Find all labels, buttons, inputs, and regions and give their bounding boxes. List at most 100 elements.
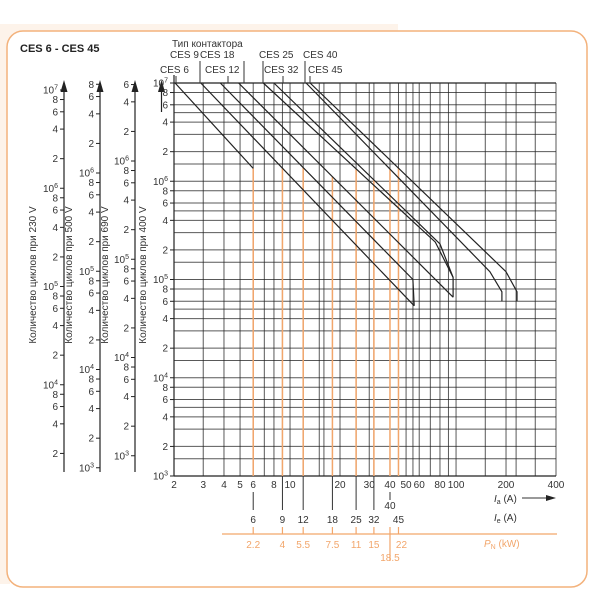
y-tick-label: 6 bbox=[88, 289, 94, 300]
y-tick-label: 2 bbox=[52, 252, 58, 263]
ie-label: 40 bbox=[384, 501, 396, 512]
y-tick-exp: 6 bbox=[164, 176, 168, 183]
x-axis-label-pn: PN (kW) bbox=[484, 539, 520, 551]
series-line-ces-18 bbox=[238, 82, 454, 298]
pn-label: 4 bbox=[280, 540, 286, 551]
pn-label: 7.5 bbox=[325, 540, 339, 551]
y-tick-label: 8 bbox=[123, 363, 129, 374]
y-tick-label: 6 bbox=[52, 107, 58, 118]
series-line-ces-40 bbox=[305, 82, 503, 302]
ie-label: 9 bbox=[280, 515, 286, 526]
y-tick-base: 10 bbox=[114, 451, 126, 462]
y-tick-label: 2 bbox=[162, 442, 168, 453]
y-tick-label: 8 bbox=[162, 285, 168, 296]
y-tick-label: 106 bbox=[43, 183, 58, 195]
y-axis-label: Количество циклов при 500 V bbox=[64, 206, 75, 344]
x-axis-label-ie-sub: e bbox=[497, 518, 501, 525]
y-tick-base: 10 bbox=[79, 267, 91, 278]
y-tick-label: 105 bbox=[153, 274, 168, 286]
y-tick-label: 2 bbox=[88, 237, 94, 248]
y-tick-label: 2 bbox=[52, 154, 58, 165]
series-line-ces-25 bbox=[262, 82, 454, 298]
y-axis-label: Количество циклов при 400 V bbox=[138, 206, 149, 344]
y-tick-label: 2 bbox=[52, 351, 58, 362]
x-tick-label: 5 bbox=[237, 480, 243, 491]
x-tick-label: 20 bbox=[334, 480, 346, 491]
y-tick-label: 8 bbox=[52, 95, 58, 106]
y-tick-base: 10 bbox=[114, 353, 126, 364]
y-tick-label: 103 bbox=[79, 462, 94, 474]
y-tick-base: 10 bbox=[43, 282, 55, 293]
y-tick-label: 6 bbox=[88, 387, 94, 398]
x-tick-label: 50 bbox=[401, 480, 413, 491]
series-line-ces-12 bbox=[219, 82, 415, 306]
y-tick-label: 2 bbox=[88, 335, 94, 346]
x-tick-label: 100 bbox=[448, 480, 465, 491]
legend-label: CES 18 bbox=[200, 50, 235, 61]
y-tick-label: 4 bbox=[123, 97, 129, 108]
y-tick-label: 6 bbox=[123, 178, 129, 189]
y-tick-label: 4 bbox=[88, 109, 94, 120]
y-tick-label: 6 bbox=[162, 395, 168, 406]
y-tick-label: 107 bbox=[153, 78, 168, 90]
legend-label: CES 9 bbox=[170, 50, 199, 61]
y-axis-label: Количество циклов при 230 V bbox=[28, 206, 39, 344]
y-tick-label: 8 bbox=[88, 80, 94, 91]
arrow-up-icon bbox=[60, 80, 68, 92]
y-tick-exp: 6 bbox=[125, 156, 129, 163]
x-axis-label-ie-symbol: I bbox=[494, 513, 497, 524]
legend-label: CES 45 bbox=[308, 65, 343, 76]
y-tick-base: 10 bbox=[153, 472, 165, 483]
y-tick-label: 8 bbox=[162, 88, 168, 99]
y-tick-label: 106 bbox=[114, 156, 129, 168]
y-tick-label: 6 bbox=[162, 297, 168, 308]
y-tick-label: 105 bbox=[79, 266, 94, 278]
y-tick-exp: 6 bbox=[90, 168, 94, 175]
x-axis-label-ia-unit: (A) bbox=[501, 494, 517, 505]
x-tick-label: 6 bbox=[250, 480, 256, 491]
chart-title: CES 6 - CES 45 bbox=[20, 43, 99, 55]
legend-label: CES 6 bbox=[160, 65, 189, 76]
pn-label: 2.2 bbox=[246, 540, 260, 551]
x-axis-label-pn-sub: N bbox=[491, 544, 496, 551]
y-tick-label: 103 bbox=[114, 450, 129, 462]
legend-label: CES 40 bbox=[303, 50, 338, 61]
y-tick-label: 105 bbox=[114, 254, 129, 266]
y-tick-label: 6 bbox=[88, 92, 94, 103]
x-tick-label: 400 bbox=[548, 480, 565, 491]
y-tick-label: 104 bbox=[114, 352, 129, 364]
x-axis-label-pn-unit: (kW) bbox=[496, 539, 520, 550]
y-tick-label: 4 bbox=[88, 208, 94, 219]
y-tick-base: 10 bbox=[153, 373, 165, 384]
y-tick-label: 2 bbox=[52, 449, 58, 460]
series-line-ces-45 bbox=[309, 82, 518, 302]
y-tick-label: 4 bbox=[52, 125, 58, 136]
x-tick-label: 60 bbox=[414, 480, 426, 491]
y-tick-exp: 5 bbox=[90, 266, 94, 273]
y-tick-base: 10 bbox=[43, 86, 55, 97]
y-tick-exp: 3 bbox=[125, 450, 129, 457]
x-axis-label-ia: Ia (A) bbox=[494, 494, 517, 506]
y-tick-label: 8 bbox=[88, 276, 94, 287]
y-tick-base: 10 bbox=[114, 255, 126, 266]
y-tick-label: 6 bbox=[52, 304, 58, 315]
y-tick-label: 8 bbox=[52, 390, 58, 401]
y-tick-label: 4 bbox=[162, 314, 168, 325]
pn-label: 5.5 bbox=[296, 540, 310, 551]
legend-label: CES 25 bbox=[259, 50, 294, 61]
y-tick-label: 2 bbox=[162, 147, 168, 158]
ie-label: 32 bbox=[368, 515, 380, 526]
ie-label: 18 bbox=[327, 515, 339, 526]
y-tick-label: 2 bbox=[162, 344, 168, 355]
legend-title: Тип контактора bbox=[172, 39, 243, 50]
y-tick-label: 106 bbox=[79, 168, 94, 180]
y-tick-exp: 3 bbox=[164, 471, 168, 478]
y-tick-exp: 6 bbox=[54, 183, 58, 190]
arrow-up-icon bbox=[158, 80, 165, 92]
y-tick-base: 10 bbox=[79, 169, 91, 180]
x-tick-label: 30 bbox=[364, 480, 376, 491]
y-tick-label: 8 bbox=[52, 292, 58, 303]
y-tick-label: 4 bbox=[88, 404, 94, 415]
pn-label: 22 bbox=[396, 540, 408, 551]
ie-label: 45 bbox=[393, 515, 405, 526]
